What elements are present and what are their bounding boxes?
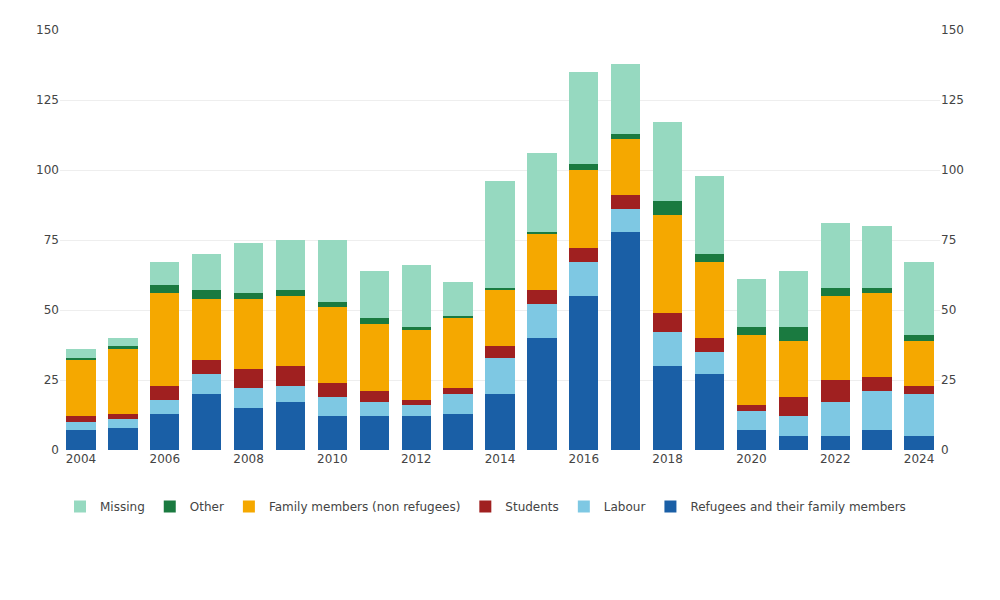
svg-text:2006: 2006 [149,452,180,466]
svg-text:0: 0 [51,443,59,457]
svg-text:Family members (non refugees): Family members (non refugees) [269,500,460,514]
svg-text:2016: 2016 [569,452,600,466]
svg-text:25: 25 [941,373,956,387]
svg-text:125: 125 [941,93,964,107]
svg-text:50: 50 [44,303,59,317]
svg-text:75: 75 [941,233,956,247]
svg-text:2018: 2018 [652,452,683,466]
svg-text:150: 150 [941,23,964,37]
svg-text:2004: 2004 [66,452,97,466]
svg-text:2022: 2022 [820,452,851,466]
svg-text:2024: 2024 [904,452,935,466]
svg-text:2014: 2014 [485,452,516,466]
svg-text:100: 100 [941,163,964,177]
svg-text:Refugees and their family memb: Refugees and their family members [690,500,905,514]
svg-text:2010: 2010 [317,452,348,466]
svg-text:100: 100 [36,163,59,177]
svg-text:Students: Students [505,500,559,514]
svg-text:50: 50 [941,303,956,317]
svg-text:150: 150 [36,23,59,37]
svg-text:2008: 2008 [233,452,264,466]
svg-text:2012: 2012 [401,452,432,466]
svg-text:Other: Other [190,500,224,514]
svg-text:Missing: Missing [100,500,145,514]
svg-text:2020: 2020 [736,452,767,466]
svg-text:75: 75 [44,233,59,247]
svg-text:0: 0 [941,443,949,457]
svg-text:125: 125 [36,93,59,107]
svg-text:25: 25 [44,373,59,387]
svg-text:Labour: Labour [604,500,646,514]
